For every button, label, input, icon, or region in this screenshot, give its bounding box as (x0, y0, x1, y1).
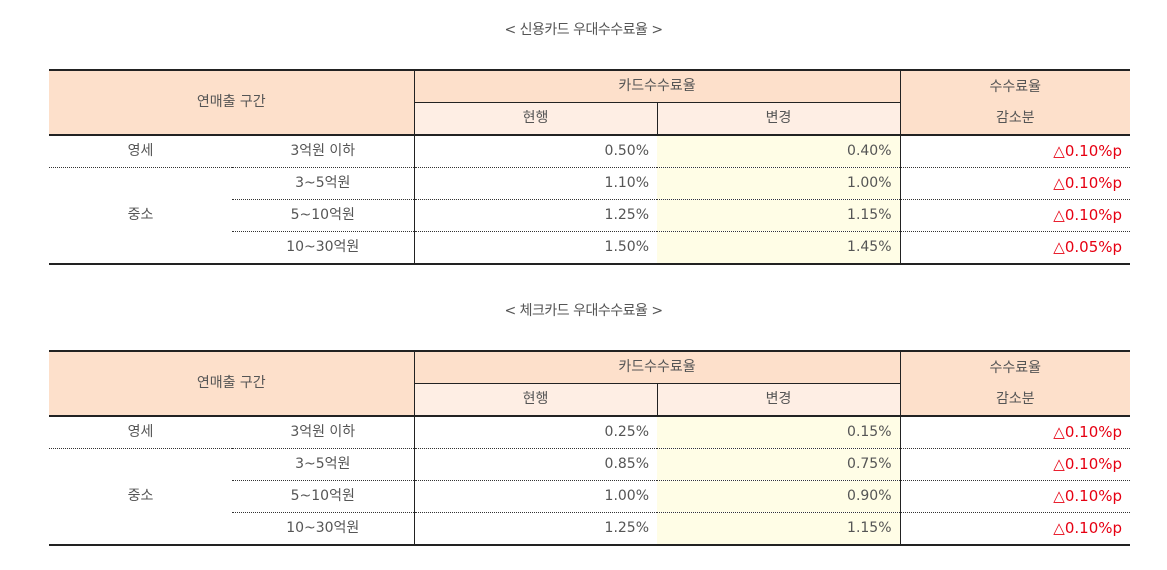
current-rate-cell: 1.10% (414, 167, 658, 200)
range-cell: 3억원 이하 (232, 416, 415, 449)
header-card-fee-rate: 카드수수료율 (414, 351, 901, 384)
current-rate-cell: 0.50% (414, 135, 658, 168)
range-cell: 3~5억원 (232, 448, 415, 481)
current-rate-cell: 1.00% (414, 480, 658, 513)
changed-rate-cell: 0.75% (657, 448, 901, 481)
range-cell: 3~5억원 (232, 167, 415, 200)
current-rate-cell: 0.85% (414, 448, 658, 481)
header-current: 현행 (414, 102, 658, 136)
header-sales-range: 연매출 구간 (49, 70, 415, 136)
changed-rate-cell: 1.15% (657, 512, 901, 546)
changed-rate-cell: 0.15% (657, 416, 901, 449)
table-row: 영세 3억원 이하 0.25% 0.15% △0.10%p (49, 416, 1131, 449)
changed-rate-cell: 0.90% (657, 480, 901, 513)
table-row: 중소 3~5억원 1.10% 1.00% △0.10%p (49, 167, 1131, 265)
table-row: 5~10억원 1.00% 0.90% △0.10%p (49, 480, 1131, 513)
header-reduction-line1: 수수료율 (989, 359, 1042, 376)
range-cell: 3억원 이하 (232, 135, 415, 168)
table-row: 5~10억원 1.25% 1.15% △0.10%p (49, 199, 1131, 232)
reduction-cell: △0.10%p (900, 512, 1131, 546)
header-current: 현행 (414, 383, 658, 417)
reduction-cell: △0.10%p (900, 135, 1131, 168)
credit-card-fee-table: 연매출 구간 카드수수료율 수수료율 감소분 현행 변경 영세 3억원 이하 0… (49, 69, 1131, 265)
header-reduction: 수수료율 감소분 (900, 70, 1131, 136)
range-cell: 5~10억원 (232, 199, 415, 232)
header-sales-range: 연매출 구간 (49, 351, 415, 417)
table-row: 10~30억원 1.25% 1.15% △0.10%p (49, 512, 1131, 546)
reduction-cell: △0.10%p (900, 448, 1131, 481)
check-card-fee-table: 연매출 구간 카드수수료율 수수료율 감소분 현행 변경 영세 3억원 이하 0… (49, 350, 1131, 546)
header-changed: 변경 (657, 102, 901, 136)
header-changed: 변경 (657, 383, 901, 417)
reduction-cell: △0.10%p (900, 199, 1131, 232)
current-rate-cell: 1.25% (414, 512, 658, 546)
changed-rate-cell: 1.45% (657, 231, 901, 265)
reduction-cell: △0.10%p (900, 480, 1131, 513)
category-cell: 중소 (49, 448, 232, 546)
reduction-cell: △0.10%p (900, 416, 1131, 449)
changed-rate-cell: 0.40% (657, 135, 901, 168)
current-rate-cell: 1.25% (414, 199, 658, 232)
changed-rate-cell: 1.15% (657, 199, 901, 232)
category-cell: 영세 (49, 135, 232, 168)
table-row: 10~30억원 1.50% 1.45% △0.05%p (49, 231, 1131, 265)
category-cell: 중소 (49, 167, 232, 265)
header-reduction: 수수료율 감소분 (900, 351, 1131, 417)
range-cell: 10~30억원 (232, 512, 415, 546)
current-rate-cell: 1.50% (414, 231, 658, 265)
category-cell: 영세 (49, 416, 232, 449)
header-reduction-line1: 수수료율 (989, 78, 1042, 95)
header-card-fee-rate: 카드수수료율 (414, 70, 901, 103)
range-cell: 10~30억원 (232, 231, 415, 265)
table-row: 영세 3억원 이하 0.50% 0.40% △0.10%p (49, 135, 1131, 168)
reduction-cell: △0.10%p (900, 167, 1131, 200)
credit-card-table-title: < 신용카드 우대수수료율 > (504, 22, 663, 38)
current-rate-cell: 0.25% (414, 416, 658, 449)
header-reduction-line2: 감소분 (995, 390, 1035, 407)
reduction-cell: △0.05%p (900, 231, 1131, 265)
changed-rate-cell: 1.00% (657, 167, 901, 200)
range-cell: 5~10억원 (232, 480, 415, 513)
check-card-table-title: < 체크카드 우대수수료율 > (504, 303, 663, 319)
header-reduction-line2: 감소분 (995, 109, 1035, 126)
table-row: 중소 3~5억원 0.85% 0.75% △0.10%p (49, 448, 1131, 546)
